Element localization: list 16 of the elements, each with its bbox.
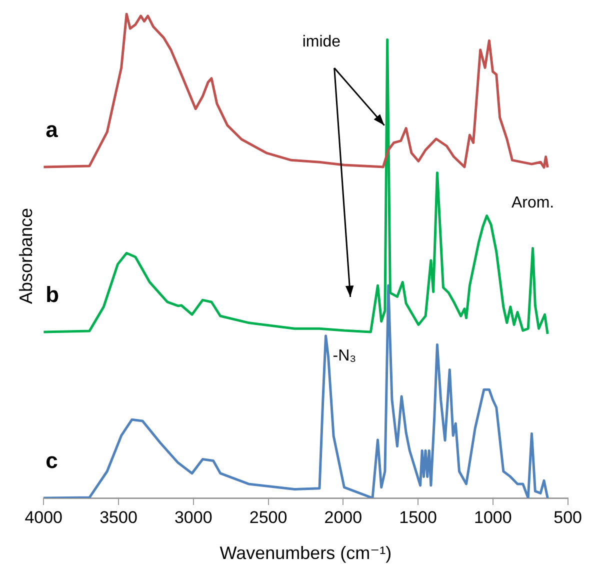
x-axis-title: Wavenumbers (cm⁻¹)	[220, 543, 392, 564]
x-tick-label: 4000	[24, 508, 63, 527]
x-tick-label: 2500	[249, 508, 288, 527]
y-axis-title: Absorbance	[16, 208, 36, 304]
series-label: a	[46, 116, 59, 142]
annotation: Arom.	[511, 194, 554, 212]
annotation: imide	[302, 33, 341, 50]
x-tick-label: 3500	[100, 508, 138, 527]
x-tick-label: 1000	[474, 508, 512, 527]
x-tick-label: 3000	[174, 508, 212, 527]
x-tick-label: 1500	[399, 508, 437, 527]
x-tick-label: 500	[554, 508, 582, 527]
annotation: -N₃	[332, 347, 356, 364]
series-label: b	[46, 282, 60, 307]
x-tick-label: 2000	[324, 508, 362, 527]
series-label: c	[46, 448, 58, 473]
